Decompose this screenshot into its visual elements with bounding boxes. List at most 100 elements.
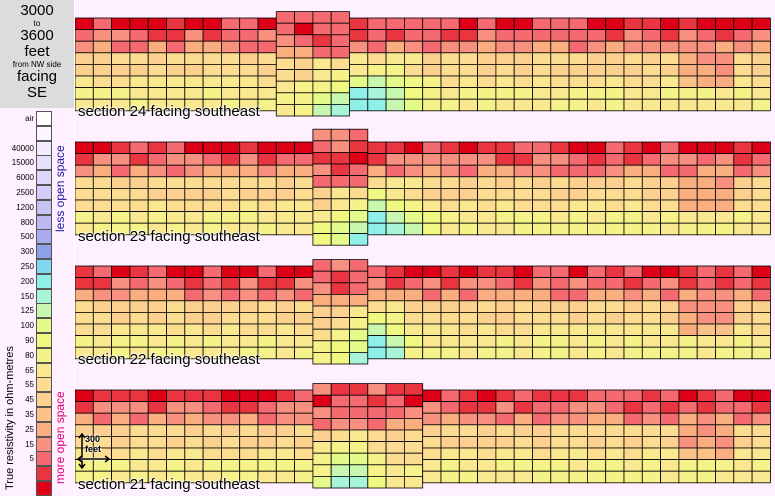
resistivity-cell (532, 153, 552, 166)
resistivity-cell (641, 176, 661, 189)
resistivity-cell (605, 323, 625, 337)
resistivity-cell (403, 265, 424, 279)
resistivity-cell (147, 75, 167, 89)
resistivity-cell (367, 335, 387, 348)
resistivity-cell (202, 323, 222, 337)
resistivity-cell (129, 300, 149, 313)
resistivity-cell (733, 447, 753, 461)
resistivity-cell (147, 436, 167, 449)
resistivity-cell (367, 277, 387, 290)
section-24-grid (75, 11, 771, 117)
resistivity-cell (477, 401, 497, 414)
resistivity-cell (568, 265, 588, 279)
resistivity-cell (568, 312, 588, 325)
resistivity-cell (422, 447, 442, 461)
resistivity-cell (696, 335, 716, 348)
resistivity-cell (733, 412, 753, 426)
resistivity-cell (495, 288, 515, 302)
resistivity-cell (513, 424, 533, 437)
resistivity-cell (605, 176, 625, 189)
legend-swatch (36, 155, 52, 171)
resistivity-cell (202, 277, 222, 290)
resistivity-cell (349, 305, 369, 319)
resistivity-cell (294, 470, 314, 484)
resistivity-cell (440, 346, 460, 360)
resistivity-cell (202, 300, 222, 313)
resistivity-cell (678, 459, 698, 472)
resistivity-cell (696, 87, 716, 100)
resistivity-cell (403, 429, 424, 443)
legend-value-label: 35 (25, 410, 34, 419)
resistivity-cell (385, 188, 405, 201)
resistivity-cell (367, 64, 387, 77)
resistivity-cell (275, 412, 296, 426)
resistivity-cell (92, 389, 112, 403)
resistivity-cell (513, 98, 533, 112)
resistivity-cell (696, 98, 716, 112)
resistivity-cell (92, 412, 112, 426)
resistivity-cell (660, 300, 680, 313)
resistivity-cell (696, 75, 716, 89)
resistivity-cell (111, 29, 131, 42)
resistivity-cell (660, 75, 680, 89)
resistivity-cell (550, 98, 570, 112)
legend-swatch (36, 273, 52, 289)
resistivity-cell (330, 11, 350, 24)
resistivity-cell (184, 412, 204, 426)
resistivity-cell (623, 323, 643, 337)
resistivity-cell (568, 29, 588, 42)
resistivity-cell (275, 188, 296, 201)
resistivity-cell (587, 401, 607, 414)
resistivity-cell (733, 335, 753, 348)
legend-swatch (36, 466, 52, 482)
resistivity-cell (129, 265, 149, 279)
resistivity-cell (751, 64, 771, 77)
resistivity-cell (275, 46, 296, 59)
resistivity-cell (678, 52, 698, 65)
resistivity-cell (568, 141, 588, 155)
resistivity-cell (147, 265, 167, 279)
resistivity-cell (623, 459, 643, 472)
resistivity-cell (477, 17, 497, 31)
resistivity-cell (385, 323, 405, 337)
resistivity-cell (129, 389, 149, 403)
resistivity-cell (312, 11, 332, 24)
resistivity-cell (715, 265, 735, 279)
resistivity-cell (129, 459, 149, 472)
resistivity-cell (220, 199, 241, 213)
resistivity-cell (715, 98, 735, 112)
resistivity-cell (587, 141, 607, 155)
resistivity-cell (129, 141, 149, 155)
resistivity-cell (166, 64, 186, 77)
resistivity-cell (294, 211, 314, 224)
resistivity-cell (715, 335, 735, 348)
resistivity-cell (532, 335, 552, 348)
resistivity-cell (294, 176, 314, 189)
resistivity-cell (715, 312, 735, 325)
resistivity-cell (257, 436, 277, 449)
legend-swatch (36, 362, 52, 378)
resistivity-cell (312, 92, 332, 105)
legend-swatch (36, 347, 52, 363)
resistivity-cell (623, 87, 643, 100)
resistivity-cell (239, 323, 259, 337)
resistivity-cell (367, 452, 387, 466)
resistivity-cell (532, 141, 552, 155)
resistivity-cell (422, 312, 442, 325)
resistivity-cell (605, 424, 625, 437)
resistivity-cell (111, 323, 131, 337)
resistivity-cell (477, 470, 497, 484)
resistivity-cell (458, 335, 478, 348)
resistivity-cell (696, 288, 716, 302)
resistivity-cell (440, 300, 460, 313)
resistivity-cell (330, 34, 350, 47)
resistivity-cell (440, 98, 460, 112)
resistivity-cell (349, 40, 369, 54)
resistivity-cell (147, 447, 167, 461)
resistivity-cell (587, 87, 607, 100)
resistivity-cell (696, 346, 716, 360)
resistivity-cell (202, 436, 222, 449)
resistivity-cell (294, 459, 314, 472)
resistivity-cell (184, 176, 204, 189)
resistivity-cell (75, 64, 94, 77)
